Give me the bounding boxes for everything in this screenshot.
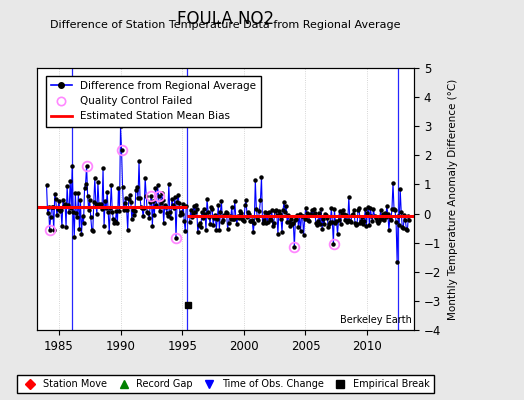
Text: Difference of Station Temperature Data from Regional Average: Difference of Station Temperature Data f… bbox=[50, 20, 400, 30]
Text: Berkeley Earth: Berkeley Earth bbox=[340, 315, 412, 325]
Legend: Difference from Regional Average, Quality Control Failed, Estimated Station Mean: Difference from Regional Average, Qualit… bbox=[46, 76, 261, 127]
Legend: Station Move, Record Gap, Time of Obs. Change, Empirical Break: Station Move, Record Gap, Time of Obs. C… bbox=[17, 375, 434, 393]
Text: FOULA NO2: FOULA NO2 bbox=[177, 10, 274, 28]
Y-axis label: Monthly Temperature Anomaly Difference (°C): Monthly Temperature Anomaly Difference (… bbox=[448, 78, 458, 320]
